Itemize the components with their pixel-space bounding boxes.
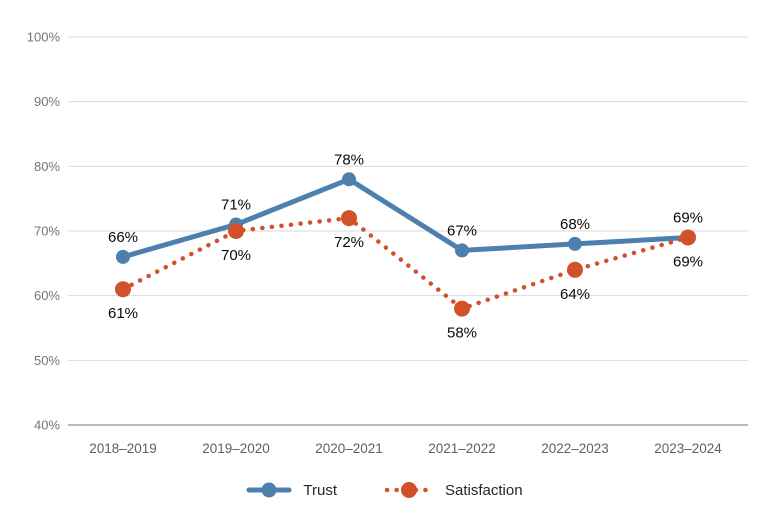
satisfaction-point-marker — [454, 300, 470, 317]
trust-data-label: 68% — [560, 216, 590, 233]
satisfaction-data-label: 72% — [334, 234, 364, 251]
trust-point-marker — [342, 172, 356, 187]
trust-line — [120, 176, 691, 260]
satisfaction-point-marker — [115, 281, 131, 298]
x-axis-tick-label: 2022–2023 — [541, 441, 609, 456]
y-axis-tick-label: 80% — [34, 159, 60, 174]
x-axis-tick-label: 2021–2022 — [428, 441, 496, 456]
legend-label-trust: Trust — [303, 481, 338, 499]
legend-item-satisfaction: Satisfaction — [383, 481, 523, 499]
trust-line-glyph — [246, 482, 292, 498]
y-axis-tick-label: 60% — [34, 288, 60, 303]
y-axis-tick-label: 40% — [34, 418, 60, 433]
satisfaction-data-label: 69% — [673, 253, 703, 270]
satisfaction-data-label: 61% — [108, 305, 138, 322]
chart-legend: Trust Satisfaction — [0, 481, 768, 499]
x-axis-tick-label: 2019–2020 — [202, 441, 270, 456]
trust-data-label: 67% — [447, 222, 477, 239]
x-axis-tick-label: 2023–2024 — [654, 441, 722, 456]
satisfaction-point-marker — [567, 261, 583, 278]
satisfaction-glyph-marker — [401, 482, 418, 498]
satisfaction-data-label: 58% — [447, 325, 477, 342]
satisfaction-line-glyph — [384, 482, 434, 498]
y-axis-tick-label: 70% — [34, 224, 60, 239]
y-axis-tick-label: 50% — [34, 353, 60, 368]
satisfaction-point-marker — [680, 229, 696, 246]
trust-point-marker — [455, 243, 469, 258]
satisfaction-point-marker — [341, 210, 357, 227]
trust-point-marker — [568, 236, 582, 251]
satisfaction-data-label: 64% — [560, 286, 590, 303]
legend-label-satisfaction: Satisfaction — [445, 481, 523, 499]
trust-data-label: 69% — [673, 209, 703, 226]
y-axis-tick-label: 100% — [27, 30, 61, 45]
satisfaction-line — [120, 215, 691, 311]
trust-data-label: 71% — [221, 197, 251, 214]
trust-data-label: 66% — [108, 229, 138, 246]
satisfaction-data-label: 70% — [221, 247, 251, 264]
trust-point-marker — [116, 249, 130, 264]
x-axis-tick-label: 2018–2019 — [89, 441, 157, 456]
x-axis-tick-label: 2020–2021 — [315, 441, 383, 456]
satisfaction-point-marker — [228, 223, 244, 239]
line-chart-plot: 100% 90% 80% 70% 60% 50% 40% 2018–2019 2019–2020… — [27, 30, 748, 456]
y-axis-tick-label: 90% — [34, 94, 60, 109]
legend-item-trust: Trust — [245, 481, 337, 499]
trust-glyph-marker — [261, 482, 277, 498]
trust-data-label: 78% — [334, 151, 364, 168]
